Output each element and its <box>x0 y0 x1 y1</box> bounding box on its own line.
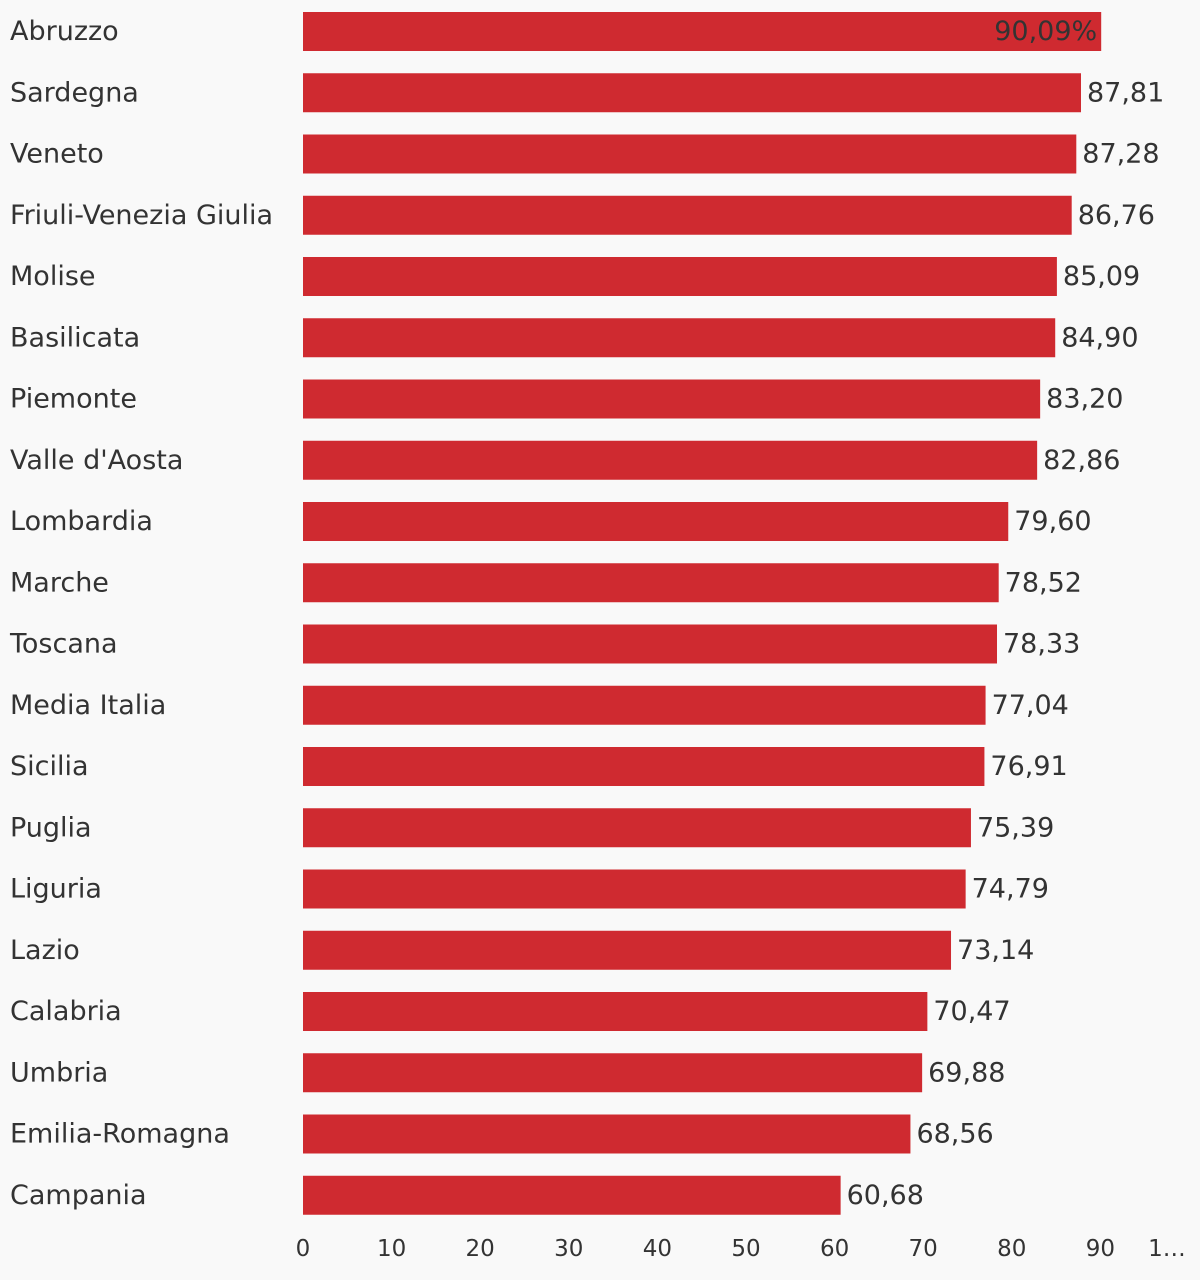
bar-19 <box>303 1175 841 1215</box>
category-label: Valle d'Aosta <box>10 445 183 476</box>
category-label: Friuli-Venezia Giulia <box>10 200 273 231</box>
x-tick-label: 0 <box>296 1236 311 1262</box>
bar-2 <box>303 134 1077 174</box>
bar-11 <box>303 685 986 725</box>
bar-14 <box>303 869 966 909</box>
category-label: Abruzzo <box>10 16 119 47</box>
value-label: 60,68 <box>847 1180 924 1211</box>
value-label: 73,14 <box>957 935 1034 966</box>
value-labels: 90,09% 87,81 87,28 86,76 85,09 84,90 83,20 82,8… <box>847 16 1165 1211</box>
value-label: 84,90 <box>1061 322 1138 353</box>
value-label: 78,52 <box>1005 567 1082 598</box>
bar-4 <box>303 257 1057 296</box>
value-label: 85,09 <box>1063 261 1140 292</box>
category-label: Sicilia <box>10 751 89 782</box>
x-tick-label: 10 <box>377 1236 406 1262</box>
value-label: 90,09% <box>994 16 1097 47</box>
bar-15 <box>303 930 952 970</box>
x-axis-ticks: 0 10 20 30 40 50 60 70 80 90 1… <box>296 1236 1186 1262</box>
bar-8 <box>303 502 1009 541</box>
bar-12 <box>303 747 985 786</box>
x-tick-label: 40 <box>643 1236 672 1262</box>
category-label: Piemonte <box>10 384 137 415</box>
category-label: Toscana <box>9 629 118 660</box>
value-label: 78,33 <box>1003 629 1080 660</box>
bar-13 <box>303 808 971 848</box>
value-label: 82,86 <box>1043 445 1120 476</box>
bar-6 <box>303 379 1041 419</box>
value-label: 68,56 <box>916 1119 993 1150</box>
value-label: 74,79 <box>972 874 1049 905</box>
category-label: Sardegna <box>10 77 139 108</box>
value-label: 69,88 <box>928 1057 1005 1088</box>
bar-9 <box>303 563 999 603</box>
bar-18 <box>303 1114 911 1154</box>
bar-16 <box>303 992 928 1031</box>
value-label: 70,47 <box>933 996 1010 1027</box>
x-tick-label: 60 <box>820 1236 849 1262</box>
value-label: 79,60 <box>1014 506 1091 537</box>
category-label: Calabria <box>10 996 122 1027</box>
bar-1 <box>303 73 1081 113</box>
x-tick-label: 90 <box>1086 1236 1115 1262</box>
category-label: Veneto <box>10 139 104 170</box>
x-tick-label: 30 <box>554 1236 583 1262</box>
bars-layer <box>303 12 1102 1215</box>
bar-0 <box>303 12 1102 51</box>
bar-5 <box>303 318 1056 358</box>
bar-3 <box>303 195 1072 235</box>
x-tick-label: 70 <box>909 1236 938 1262</box>
category-label: Lazio <box>10 935 80 966</box>
x-tick-label: 80 <box>997 1236 1026 1262</box>
value-label: 77,04 <box>992 690 1069 721</box>
x-tick-label: 20 <box>466 1236 495 1262</box>
value-label: 83,20 <box>1046 384 1123 415</box>
value-label: 87,28 <box>1082 139 1159 170</box>
category-label: Puglia <box>10 812 92 843</box>
category-label: Lombardia <box>10 506 153 537</box>
category-label: Media Italia <box>10 690 166 721</box>
category-label: Umbria <box>10 1057 108 1088</box>
value-label: 86,76 <box>1078 200 1155 231</box>
category-label: Molise <box>10 261 96 292</box>
category-label: Campania <box>10 1180 147 1211</box>
x-tick-label: 50 <box>731 1236 760 1262</box>
bar-10 <box>303 624 998 664</box>
value-label: 87,81 <box>1087 77 1164 108</box>
value-label: 76,91 <box>990 751 1067 782</box>
category-label: Liguria <box>10 874 102 905</box>
category-label: Marche <box>10 567 109 598</box>
x-tick-label: 1… <box>1148 1236 1186 1262</box>
value-label: 75,39 <box>977 812 1054 843</box>
bar-17 <box>303 1053 923 1093</box>
category-labels: Abruzzo Sardegna Veneto Friuli-Venezia Giul… <box>9 16 273 1211</box>
category-label: Basilicata <box>10 322 140 353</box>
category-label: Emilia-Romagna <box>10 1119 230 1150</box>
bar-7 <box>303 440 1038 480</box>
